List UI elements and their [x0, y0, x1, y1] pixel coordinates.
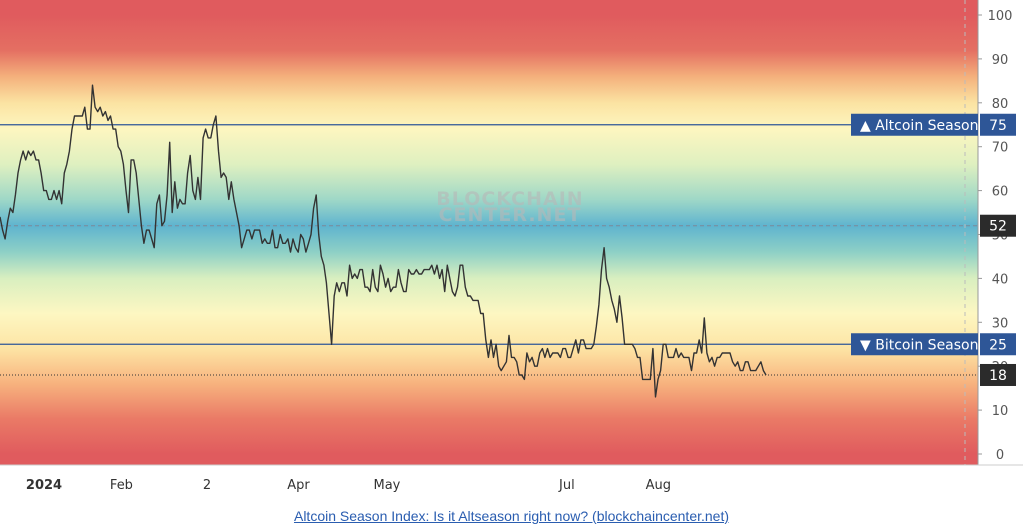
x-tick-label: 2024 [26, 478, 62, 493]
y-tick-label: 40 [992, 272, 1009, 287]
current-value: 18 [989, 368, 1007, 384]
y-tick-label: 100 [988, 9, 1013, 24]
reference-value: 75 [989, 118, 1007, 134]
reference-value-box [980, 113, 1016, 136]
source-link[interactable]: Altcoin Season Index: Is it Altseason ri… [293, 508, 730, 524]
y-tick-label: 0 [996, 448, 1004, 463]
y-tick-label: 90 [992, 53, 1009, 68]
x-tick-label: 2 [203, 478, 211, 493]
y-tick-label: 60 [992, 185, 1009, 200]
watermark-line-2: CENTER.NET [439, 204, 582, 226]
reference-label: ▼ Bitcoin Season [860, 337, 979, 353]
watermark: BLOCKCHAIN CENTER.NET [436, 188, 583, 226]
y-tick-label: 30 [992, 316, 1009, 331]
reference-label: ▲ Altcoin Season [860, 118, 978, 134]
x-axis: 2024 Feb 2 Apr May Jul Aug [0, 464, 1023, 493]
watermark-line-1: BLOCKCHAIN [436, 188, 583, 210]
x-tick-label: Aug [646, 478, 671, 493]
crosshair-value: 52 [989, 219, 1007, 235]
x-tick-label: Feb [110, 478, 133, 493]
y-tick-label: 80 [992, 97, 1009, 112]
plot-background [0, 0, 978, 465]
reference-label-box [851, 113, 978, 136]
reference-label-box [851, 333, 978, 356]
current-value-box [980, 363, 1016, 386]
x-tick-label: Jul [558, 478, 575, 493]
altcoin-index-line [0, 84, 767, 398]
x-tick-label: Apr [287, 478, 310, 493]
y-tick-label: 70 [992, 141, 1009, 156]
reference-value-box [980, 333, 1016, 356]
y-tick-label: 10 [992, 404, 1009, 419]
x-tick-label: May [374, 478, 401, 493]
crosshair-value-box [980, 214, 1016, 237]
reference-value: 25 [989, 337, 1007, 353]
